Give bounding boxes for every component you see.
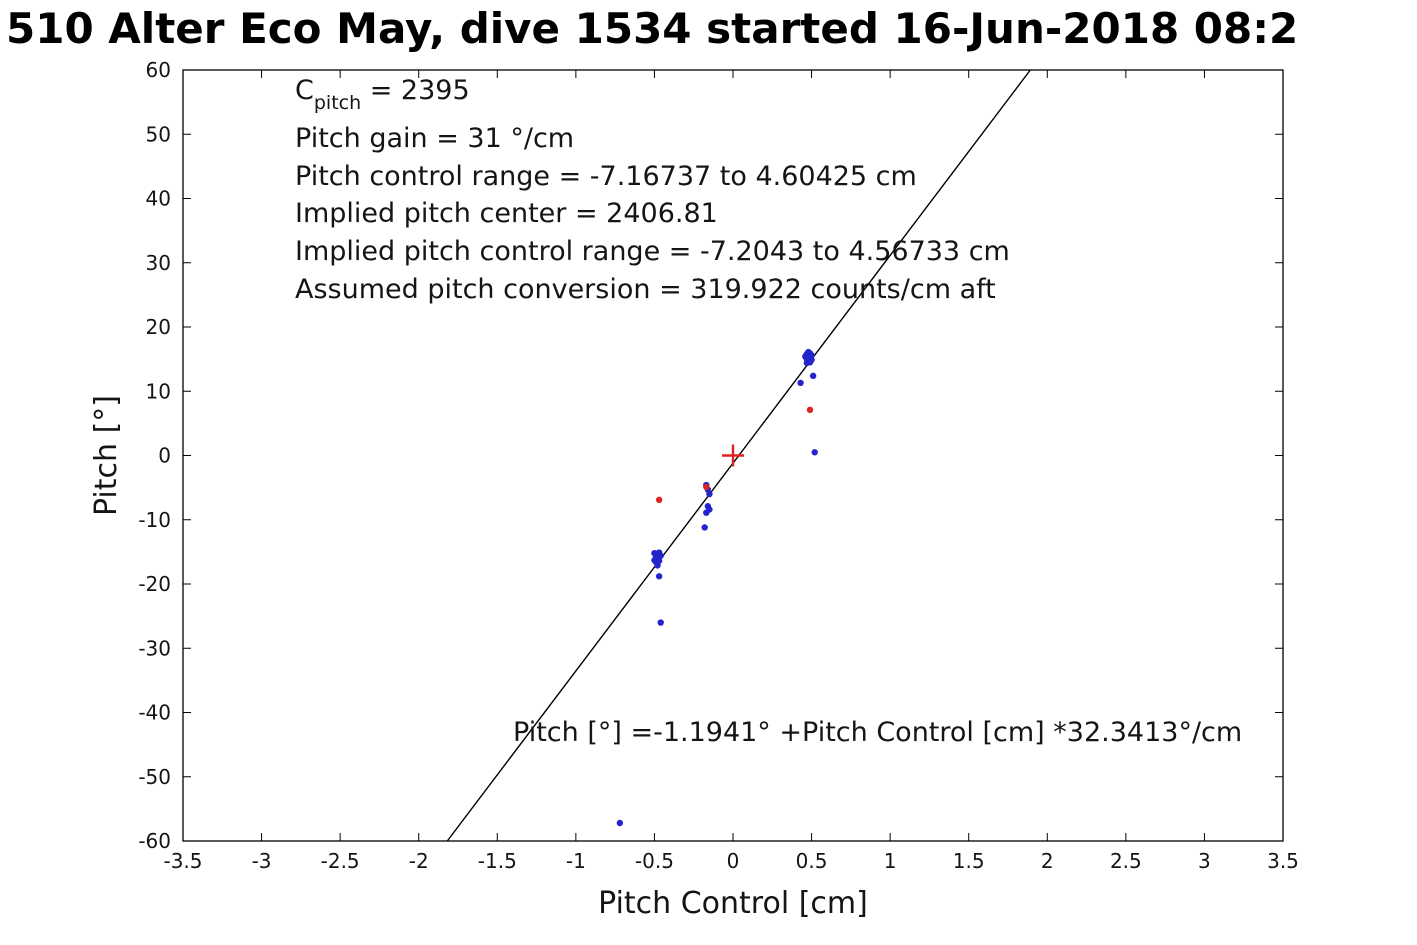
svg-text:-3.5: -3.5 <box>163 849 202 873</box>
svg-text:-1.5: -1.5 <box>478 849 517 873</box>
svg-text:Pitch [°]: Pitch [°] <box>89 395 124 516</box>
svg-text:50: 50 <box>146 122 171 146</box>
svg-text:1: 1 <box>884 849 897 873</box>
svg-text:30: 30 <box>146 251 171 275</box>
svg-text:0: 0 <box>727 849 740 873</box>
svg-text:60: 60 <box>146 58 171 82</box>
svg-text:10: 10 <box>146 379 171 403</box>
svg-text:-1: -1 <box>566 849 586 873</box>
fit-equation-label: Pitch [°] =-1.1941° +Pitch Control [cm] … <box>513 717 1242 748</box>
svg-text:0.5: 0.5 <box>796 849 828 873</box>
svg-text:-2: -2 <box>409 849 429 873</box>
svg-text:2.5: 2.5 <box>1110 849 1142 873</box>
annotation-c-pitch: Cpitch = 2395 <box>295 75 470 114</box>
svg-text:-0.5: -0.5 <box>635 849 674 873</box>
annotation-assumed-pitch-conversion: Assumed pitch conversion = 319.922 count… <box>295 274 996 305</box>
figure-title: 510 Alter Eco May, dive 1534 started 16-… <box>6 4 1299 53</box>
svg-text:Pitch Control [cm]: Pitch Control [cm] <box>598 886 868 921</box>
svg-text:20: 20 <box>146 315 171 339</box>
svg-text:0: 0 <box>158 444 171 468</box>
annotation-implied-pitch-control-range: Implied pitch control range = -7.2043 to… <box>295 236 1010 267</box>
svg-text:2: 2 <box>1041 849 1054 873</box>
svg-text:-10: -10 <box>138 508 171 532</box>
svg-text:-60: -60 <box>138 829 171 853</box>
svg-text:-20: -20 <box>138 572 171 596</box>
svg-text:-40: -40 <box>138 701 171 725</box>
svg-text:-3: -3 <box>252 849 272 873</box>
annotation-pitch-gain: Pitch gain = 31 °/cm <box>295 123 574 154</box>
annotation-implied-pitch-center: Implied pitch center = 2406.81 <box>295 198 718 229</box>
svg-text:3.5: 3.5 <box>1267 849 1299 873</box>
svg-text:1.5: 1.5 <box>953 849 985 873</box>
svg-text:-50: -50 <box>138 765 171 789</box>
svg-text:40: 40 <box>146 187 171 211</box>
svg-text:-30: -30 <box>138 636 171 660</box>
svg-text:-2.5: -2.5 <box>321 849 360 873</box>
chart-layer: -3.5 -3 -2.5 -2 -1.5 -1 -0.5 0 0.5 1 1.5 2 2.5 3 3.5 -6… <box>89 58 1299 921</box>
svg-text:3: 3 <box>1198 849 1211 873</box>
annotation-pitch-control-range: Pitch control range = -7.16737 to 4.6042… <box>295 161 917 192</box>
